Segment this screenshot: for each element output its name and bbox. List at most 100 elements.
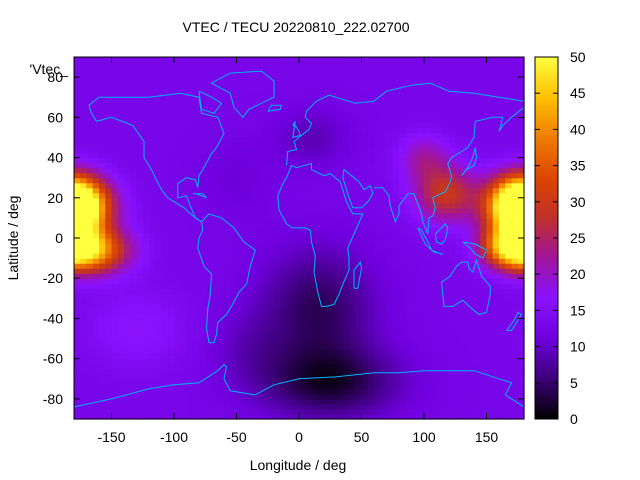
- heatmap-cell: [117, 368, 125, 375]
- heatmap-cell: [499, 182, 506, 189]
- heatmap-cell: [267, 273, 275, 279]
- heatmap-cell: [274, 147, 281, 154]
- heatmap-cell: [424, 258, 431, 264]
- heatmap-cell: [142, 293, 150, 299]
- heatmap-cell: [336, 413, 344, 420]
- heatmap-cell: [167, 92, 175, 98]
- heatmap-cell: [449, 398, 456, 405]
- heatmap-cell: [186, 308, 194, 315]
- heatmap-cell: [386, 383, 394, 390]
- heatmap-cell: [224, 67, 231, 73]
- heatmap-cell: [436, 268, 444, 274]
- heatmap-cell: [217, 328, 225, 335]
- heatmap-cell: [105, 112, 113, 118]
- heatmap-cell: [167, 227, 175, 234]
- heatmap-cell: [474, 393, 481, 400]
- heatmap-cell: [149, 152, 156, 159]
- heatmap-cell: [80, 152, 88, 159]
- heatmap-cell: [261, 67, 269, 73]
- heatmap-cell: [224, 348, 231, 355]
- heatmap-cell: [292, 403, 300, 410]
- heatmap-cell: [117, 268, 125, 274]
- heatmap-cell: [161, 122, 169, 128]
- heatmap-cell: [374, 258, 381, 264]
- heatmap-cell: [261, 122, 269, 128]
- heatmap-cell: [492, 82, 500, 88]
- heatmap-cell: [292, 263, 300, 269]
- heatmap-cell: [211, 338, 219, 345]
- heatmap-cell: [455, 308, 463, 315]
- heatmap-cell: [80, 157, 88, 164]
- heatmap-cell: [111, 313, 119, 320]
- heatmap-cell: [499, 212, 506, 219]
- heatmap-cell: [461, 62, 469, 68]
- heatmap-cell: [442, 162, 450, 169]
- heatmap-cell: [367, 162, 375, 169]
- heatmap-cell: [405, 222, 413, 229]
- heatmap-cell: [136, 303, 144, 309]
- heatmap-cell: [317, 343, 325, 350]
- heatmap-cell: [186, 192, 194, 199]
- heatmap-cell: [449, 222, 456, 229]
- heatmap-cell: [142, 92, 150, 98]
- heatmap-cell: [405, 348, 413, 355]
- heatmap-cell: [380, 353, 388, 360]
- heatmap-cell: [249, 368, 256, 375]
- heatmap-cell: [186, 413, 194, 420]
- heatmap-cell: [367, 268, 375, 274]
- heatmap-cell: [449, 97, 456, 103]
- heatmap-cell: [267, 157, 275, 164]
- heatmap-cell: [311, 182, 319, 189]
- heatmap-cell: [230, 258, 238, 264]
- heatmap-cell: [80, 77, 88, 83]
- heatmap-cell: [317, 207, 325, 214]
- heatmap-cell: [411, 358, 419, 365]
- heatmap-cell: [317, 248, 325, 254]
- heatmap-cell: [249, 243, 256, 249]
- heatmap-cell: [430, 273, 438, 279]
- heatmap-cell: [405, 182, 413, 189]
- heatmap-cell: [467, 248, 475, 254]
- heatmap-cell: [286, 152, 294, 159]
- heatmap-cell: [80, 137, 88, 144]
- heatmap-cell: [461, 72, 469, 78]
- heatmap-cell: [192, 388, 200, 395]
- heatmap-cell: [261, 232, 269, 239]
- heatmap-cell: [449, 132, 456, 139]
- heatmap-cell: [174, 167, 181, 174]
- heatmap-cell: [399, 398, 406, 405]
- heatmap-cell: [361, 288, 369, 294]
- heatmap-cell: [217, 288, 225, 294]
- heatmap-cell: [442, 72, 450, 78]
- heatmap-cell: [361, 157, 369, 164]
- heatmap-cell: [349, 187, 356, 194]
- heatmap-cell: [374, 273, 381, 279]
- heatmap-cell: [267, 162, 275, 169]
- heatmap-cell: [474, 328, 481, 335]
- heatmap-cell: [242, 67, 250, 73]
- heatmap-cell: [105, 348, 113, 355]
- heatmap-cell: [80, 107, 88, 113]
- heatmap-cell: [186, 278, 194, 284]
- heatmap-cell: [117, 162, 125, 169]
- heatmap-cell: [317, 398, 325, 405]
- heatmap-cell: [330, 388, 338, 395]
- heatmap-cell: [180, 152, 188, 159]
- heatmap-cell: [124, 388, 131, 395]
- heatmap-cell: [330, 398, 338, 405]
- heatmap-cell: [274, 368, 281, 375]
- heatmap-cell: [267, 97, 275, 103]
- heatmap-cell: [499, 383, 506, 390]
- heatmap-cell: [86, 192, 94, 199]
- heatmap-cell: [99, 102, 106, 108]
- heatmap-cell: [342, 393, 350, 400]
- heatmap-cell: [136, 263, 144, 269]
- heatmap-cell: [80, 122, 88, 128]
- heatmap-cell: [417, 258, 425, 264]
- heatmap-cell: [311, 248, 319, 254]
- heatmap-cell: [399, 238, 406, 244]
- heatmap-cell: [361, 162, 369, 169]
- heatmap-cell: [499, 393, 506, 400]
- heatmap-cell: [430, 333, 438, 340]
- heatmap-cell: [430, 187, 438, 194]
